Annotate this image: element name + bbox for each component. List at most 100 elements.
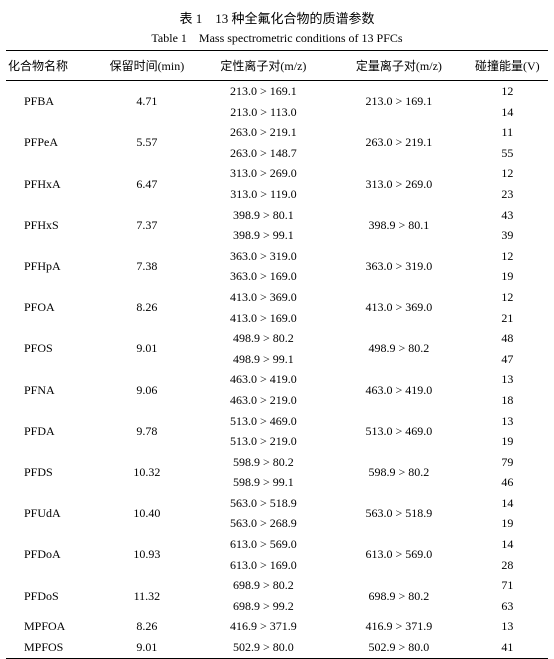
cell-quant: 463.0 > 419.0 [331,369,467,410]
cell-quant: 498.9 > 80.2 [331,328,467,369]
cell-qual: 598.9 > 99.1 [196,472,332,493]
table-row: PFDoS11.32698.9 > 80.2698.9 > 80.271 [6,575,548,596]
cell-ce: 47 [467,349,548,370]
cell-quant: 416.9 > 371.9 [331,616,467,637]
col-qual: 定性离子对(m/z) [196,51,332,81]
cell-quant: 502.9 > 80.0 [331,637,467,658]
cell-name: PFDS [6,452,98,493]
table-row: MPFOS9.01502.9 > 80.0502.9 > 80.041 [6,637,548,658]
table-caption-cn: 表 1 13 种全氟化合物的质谱参数 [6,8,548,27]
table-row: PFNA9.06463.0 > 419.0463.0 > 419.013 [6,369,548,390]
cell-ce: 14 [467,102,548,123]
cell-qual: 498.9 > 80.2 [196,328,332,349]
cell-qual: 463.0 > 219.0 [196,390,332,411]
table-row: PFOA8.26413.0 > 369.0413.0 > 369.012 [6,287,548,308]
cell-quant: 413.0 > 369.0 [331,287,467,328]
table-row: PFHpA7.38363.0 > 319.0363.0 > 319.012 [6,246,548,267]
cell-name: MPFOS [6,637,98,658]
cell-qual: 463.0 > 419.0 [196,369,332,390]
cell-rt: 8.26 [98,287,196,328]
cell-name: PFHxS [6,205,98,246]
cell-quant: 313.0 > 269.0 [331,163,467,204]
cell-ce: 12 [467,81,548,102]
col-name: 化合物名称 [6,51,98,81]
cell-qual: 698.9 > 80.2 [196,575,332,596]
cell-quant: 513.0 > 469.0 [331,411,467,452]
cell-rt: 9.06 [98,369,196,410]
cell-name: PFOS [6,328,98,369]
table-row: PFDoA10.93613.0 > 569.0613.0 > 569.014 [6,534,548,555]
cell-quant: 613.0 > 569.0 [331,534,467,575]
cell-qual: 416.9 > 371.9 [196,616,332,637]
cell-ce: 21 [467,308,548,329]
cell-ce: 14 [467,493,548,514]
cell-ce: 55 [467,143,548,164]
col-quant: 定量离子对(m/z) [331,51,467,81]
cell-ce: 43 [467,205,548,226]
cell-name: PFUdA [6,493,98,534]
cell-qual: 398.9 > 99.1 [196,225,332,246]
cell-qual: 598.9 > 80.2 [196,452,332,473]
cell-rt: 7.37 [98,205,196,246]
cell-ce: 13 [467,369,548,390]
cell-qual: 698.9 > 99.2 [196,596,332,617]
table-header-row: 化合物名称 保留时间(min) 定性离子对(m/z) 定量离子对(m/z) 碰撞… [6,51,548,81]
cell-ce: 41 [467,637,548,658]
cell-quant: 263.0 > 219.1 [331,122,467,163]
cell-quant: 598.9 > 80.2 [331,452,467,493]
cell-ce: 79 [467,452,548,473]
cell-qual: 398.9 > 80.1 [196,205,332,226]
cell-ce: 18 [467,390,548,411]
cell-qual: 413.0 > 169.0 [196,308,332,329]
cell-qual: 613.0 > 169.0 [196,555,332,576]
cell-ce: 19 [467,431,548,452]
table-caption-en: Table 1 Mass spectrometric conditions of… [6,29,548,46]
cell-ce: 12 [467,246,548,267]
cell-name: MPFOA [6,616,98,637]
cell-name: PFBA [6,81,98,123]
cell-ce: 13 [467,616,548,637]
cell-ce: 13 [467,411,548,432]
table-row: PFDA9.78513.0 > 469.0513.0 > 469.013 [6,411,548,432]
pfc-table: 化合物名称 保留时间(min) 定性离子对(m/z) 定量离子对(m/z) 碰撞… [6,50,548,659]
cell-rt: 10.93 [98,534,196,575]
table-row: PFPeA5.57263.0 > 219.1263.0 > 219.111 [6,122,548,143]
cell-qual: 263.0 > 148.7 [196,143,332,164]
table-row: PFDS10.32598.9 > 80.2598.9 > 80.279 [6,452,548,473]
cell-quant: 698.9 > 80.2 [331,575,467,616]
table-row: MPFOA8.26416.9 > 371.9416.9 > 371.913 [6,616,548,637]
cell-name: PFDA [6,411,98,452]
cell-name: PFDoS [6,575,98,616]
cell-qual: 513.0 > 469.0 [196,411,332,432]
cell-qual: 563.0 > 518.9 [196,493,332,514]
table-row: PFHxS7.37398.9 > 80.1398.9 > 80.143 [6,205,548,226]
cell-name: PFPeA [6,122,98,163]
cell-ce: 63 [467,596,548,617]
cell-rt: 7.38 [98,246,196,287]
cell-rt: 9.01 [98,328,196,369]
table-row: PFHxA6.47313.0 > 269.0313.0 > 269.012 [6,163,548,184]
cell-qual: 413.0 > 369.0 [196,287,332,308]
cell-qual: 213.0 > 169.1 [196,81,332,102]
cell-rt: 6.47 [98,163,196,204]
cell-rt: 10.32 [98,452,196,493]
cell-qual: 263.0 > 219.1 [196,122,332,143]
col-ce: 碰撞能量(V) [467,51,548,81]
cell-ce: 19 [467,513,548,534]
cell-rt: 4.71 [98,81,196,123]
cell-name: PFDoA [6,534,98,575]
cell-ce: 19 [467,266,548,287]
cell-ce: 11 [467,122,548,143]
cell-ce: 12 [467,163,548,184]
cell-ce: 48 [467,328,548,349]
cell-qual: 313.0 > 119.0 [196,184,332,205]
cell-qual: 502.9 > 80.0 [196,637,332,658]
cell-ce: 23 [467,184,548,205]
cell-ce: 14 [467,534,548,555]
table-row: PFBA4.71213.0 > 169.1213.0 > 169.112 [6,81,548,102]
cell-qual: 498.9 > 99.1 [196,349,332,370]
cell-quant: 363.0 > 319.0 [331,246,467,287]
table-row: PFOS9.01498.9 > 80.2498.9 > 80.248 [6,328,548,349]
cell-qual: 363.0 > 169.0 [196,266,332,287]
cell-name: PFHpA [6,246,98,287]
